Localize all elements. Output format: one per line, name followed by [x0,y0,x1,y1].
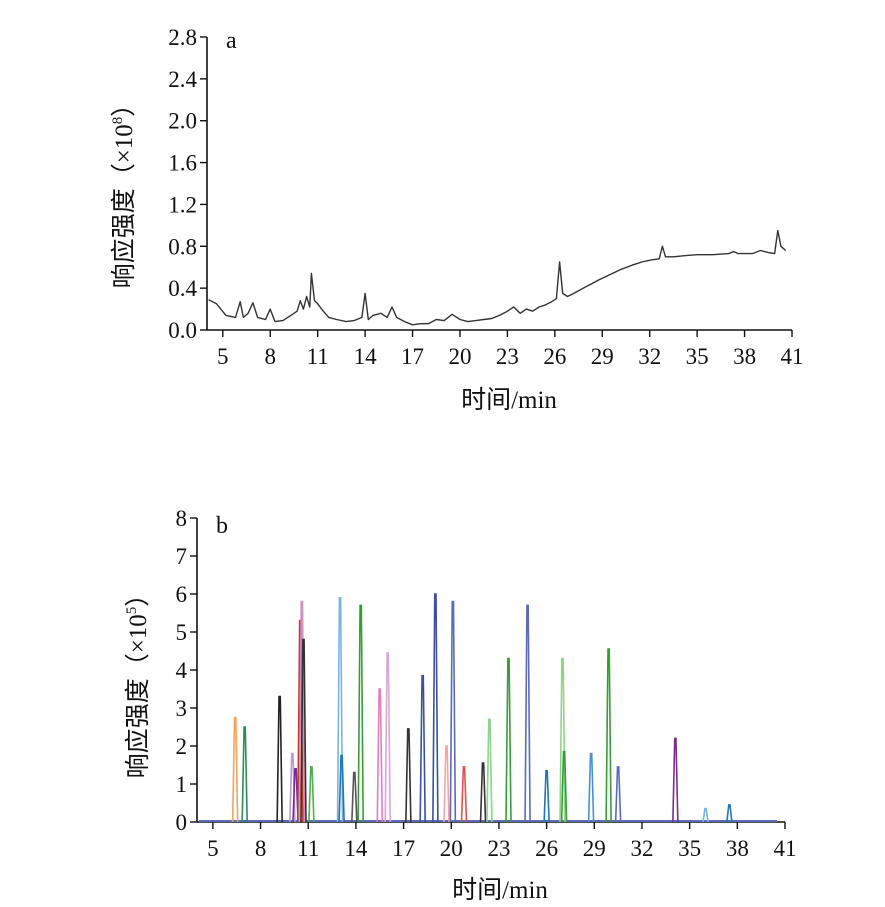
y-tick-label: 6 [176,582,188,607]
peak-mark [486,718,493,823]
peak-mark [357,604,364,823]
peak-mark [479,762,487,823]
x-tick-label: 26 [543,344,566,369]
peak-mark [614,766,622,823]
svg-text:响应强度（×105）: 响应强度（×105） [124,582,152,779]
x-tick-label: 17 [392,836,415,861]
x-tick-label: 23 [487,836,510,861]
peak-mark [605,648,612,823]
peak-mark [298,600,306,823]
x-tick-label: 5 [217,344,229,369]
x-tick-label: 26 [535,836,558,861]
plot-area-a: 0.0 0.4 0.8 1.2 1.6 2.0 2.4 2.8 5 8 11 14 17 20 23 26 29… [168,25,803,369]
y-tick-label: 2.0 [168,109,197,134]
y-tick-label: 0 [176,810,188,835]
x-tick-label: 8 [255,836,267,861]
peak-mark [231,716,239,823]
x-tick-label: 8 [264,344,276,369]
y-tick-label: 2 [176,734,188,759]
y-tick-label: 2.8 [168,25,197,50]
peak-mark [384,652,392,823]
y-tick-label: 0.8 [168,234,197,259]
x-tick-label: 23 [496,344,519,369]
x-tick-label: 14 [354,344,378,369]
x-tick-label: 38 [726,836,749,861]
x-tick-label: 32 [638,344,661,369]
x-axis-label-b: 时间/min [452,876,548,904]
chart-panel-a: a 0.0 0.4 0.8 1.2 1.6 2.0 2.4 2.8 5 8 11 14 17 20 23 26… [110,25,804,414]
peak-mark [419,674,426,823]
y-tick-label: 8 [176,506,188,531]
chromatogram-line [208,229,787,326]
y-axis-label-b: 响应强度（×105） [124,582,152,779]
peak-mark [432,593,439,823]
peak-mark [443,745,450,823]
y-tick-label: 0.4 [168,276,197,301]
peak-mark [376,688,384,823]
x-tick-label: 20 [448,344,471,369]
peak-mark [351,771,358,823]
svg-text:响应强度（×108）: 响应强度（×108） [110,92,138,289]
peak-mark [726,804,733,823]
peak-mark [449,600,457,823]
y-tick-label: 5 [176,620,188,645]
y-tick-label: 3 [176,696,188,721]
y-axis-label-a: 响应强度（×108） [110,92,138,289]
y-tick-label: 1 [176,772,188,797]
peak-mark [587,752,595,823]
peak-mark [460,766,468,823]
x-tick-label: 14 [344,836,368,861]
peak-mark [524,604,531,823]
y-tick-label: 1.6 [168,151,197,176]
x-tick-label: 5 [207,836,219,861]
y-tick-label: 4 [176,658,188,683]
peak-mark [559,657,566,823]
y-tick-label: 2.4 [168,67,197,92]
y-tick-label: 0.0 [168,318,197,343]
peak-mark [672,737,679,823]
peak-mark [505,657,512,823]
x-tick-label: 32 [630,836,653,861]
peak-mark [241,726,248,823]
peak-mark [560,750,568,823]
x-tick-label: 20 [440,836,463,861]
x-tick-label: 35 [678,836,701,861]
x-tick-label: 41 [781,344,804,369]
x-tick-label: 29 [591,344,614,369]
x-tick-label: 35 [686,344,709,369]
peak-mark [292,767,299,823]
peak-mark [543,769,550,823]
x-tick-label: 17 [401,344,424,369]
x-axis-label-a: 时间/min [461,386,557,414]
x-tick-label: 11 [297,836,319,861]
x-tick-label: 29 [583,836,606,861]
panel-label-b: b [216,513,228,539]
x-tick-label: 11 [307,344,329,369]
panel-label-a: a [226,28,237,54]
y-tick-label: 7 [176,544,188,569]
peak-mark [308,766,315,823]
peak-mark [702,807,709,823]
y-tick-label: 1.2 [168,192,197,217]
peak-mark [300,638,307,823]
peak-mark [336,596,344,823]
peak-mark [276,695,283,823]
x-tick-label: 38 [733,344,756,369]
peak-mark [338,754,345,823]
peak-mark [405,728,412,823]
x-tick-label: 41 [774,836,797,861]
